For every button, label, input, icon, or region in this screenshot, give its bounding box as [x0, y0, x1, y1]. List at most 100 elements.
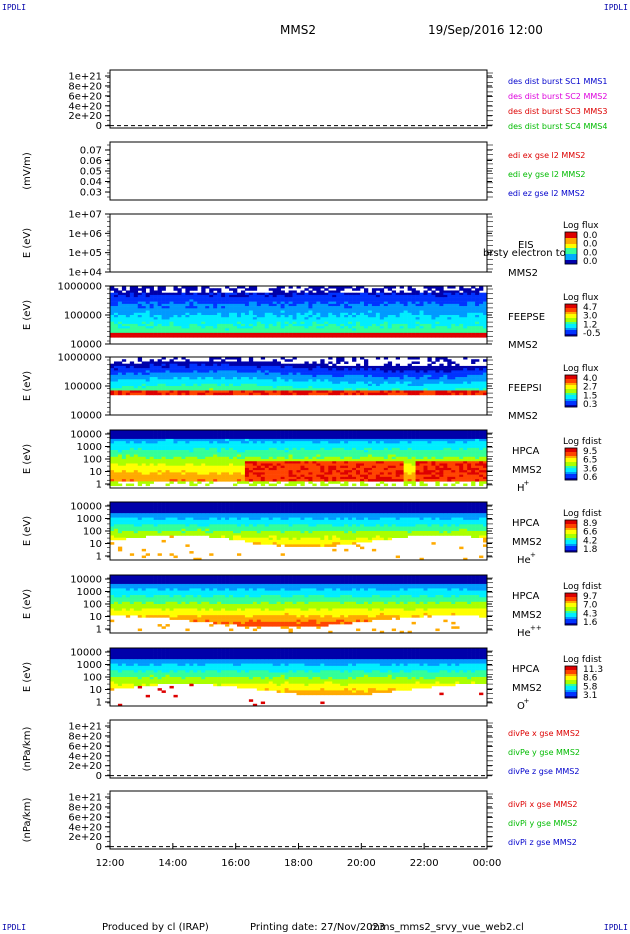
spectrogram-cell [129, 292, 135, 296]
spectrogram-cell [475, 312, 480, 316]
spectrogram-cell [379, 326, 385, 329]
spectrogram-cell [403, 323, 408, 327]
spectrogram-cell [133, 308, 139, 311]
spectrogram-cell [201, 365, 206, 369]
spectrogram-cell [217, 328, 222, 331]
spectrogram-cell [189, 479, 194, 482]
spectrogram-cell [435, 374, 440, 378]
spectrogram-cell [431, 315, 436, 318]
spectrogram-cell [455, 297, 460, 300]
spectrogram-cell [391, 286, 397, 289]
spectrogram-cell [268, 288, 274, 291]
spectrogram-cell [336, 335, 341, 338]
spectrogram-cell [240, 370, 246, 373]
spectrogram-cell [292, 388, 297, 391]
spectrogram-cell [479, 299, 484, 302]
spectrogram-cell [272, 288, 277, 291]
spectrogram-cell [312, 447, 317, 451]
spectrogram-cell [181, 479, 186, 482]
spectrogram-cell [189, 368, 194, 371]
spectrogram-cell [431, 308, 436, 311]
spectrogram-cell [153, 443, 158, 446]
spectrogram-cell [308, 297, 313, 300]
spectrogram-cell [256, 470, 262, 473]
spectrogram-cell [439, 286, 444, 289]
colorbar-swatch [565, 405, 577, 408]
spectrogram-cell [344, 308, 349, 311]
spectrogram-cell [209, 335, 214, 338]
spectrogram-cell [367, 294, 373, 298]
y-tick-label: 0.07 [80, 146, 102, 157]
spectrogram-cell [260, 483, 266, 487]
spectrogram-cell [308, 447, 313, 451]
spectrogram-cell [447, 286, 452, 289]
spectrogram-cell [276, 481, 281, 484]
spectrogram-cell [110, 303, 115, 307]
spectrogram-cell [467, 288, 472, 291]
spectrogram-cell [225, 377, 230, 380]
spectrogram-cell [284, 470, 289, 473]
spectrogram-cell [451, 303, 456, 307]
spectrogram-cell [157, 328, 162, 331]
spectrogram-cell [252, 483, 258, 487]
spectrogram-cell [256, 317, 262, 320]
spectrogram-cell [367, 372, 373, 376]
spectrogram-cell [110, 306, 115, 309]
spectrogram-cell [121, 379, 127, 382]
spectrogram-cell [304, 308, 309, 311]
spectrogram-cell [157, 470, 162, 473]
spectrogram-cell [479, 330, 484, 334]
spectrogram-cell [455, 332, 460, 336]
spectrogram-cell [229, 310, 234, 314]
spectrogram-cell [320, 317, 325, 320]
spectrogram-cell [169, 372, 174, 376]
spectrogram-cell [149, 365, 154, 369]
spectrogram-cell [260, 330, 266, 334]
y-axis-label: E (eV) [22, 228, 33, 258]
spectrogram-cell [371, 388, 377, 391]
spectrogram-cell [459, 306, 464, 309]
spectrogram-cell [165, 332, 170, 336]
spectrogram-cell [197, 430, 202, 433]
spectrogram-cell [201, 450, 206, 453]
spectrogram-cell [483, 326, 488, 329]
spectrogram-cell [447, 386, 452, 389]
spectrogram-cell [300, 317, 305, 320]
spectrogram-cell [252, 299, 258, 302]
spectrogram-cell [217, 450, 222, 453]
spectrogram-cell [459, 365, 464, 369]
spectrogram-cell [201, 286, 206, 289]
spectrogram-cell [233, 368, 238, 371]
spectrogram-cell [363, 288, 369, 291]
spectrogram-cell [110, 390, 115, 393]
spectrogram-cell [189, 461, 194, 464]
spectrogram-cell [125, 467, 131, 471]
spectrogram-cell [395, 377, 400, 380]
spectrogram-cell [264, 303, 270, 307]
spectrogram-cell [260, 430, 266, 433]
spectrogram-cell [320, 361, 325, 364]
spectrogram-cell [260, 383, 266, 387]
spectrogram-cell [379, 315, 385, 318]
spectrogram-cell [137, 463, 143, 466]
spectrogram-cell [471, 323, 476, 327]
spectrogram-cell [451, 330, 456, 334]
spectrogram-cell [201, 432, 206, 435]
spectrogram-cell [110, 474, 115, 478]
spectrogram-cell [217, 441, 222, 444]
spectrogram-cell [149, 328, 154, 331]
spectrogram-cell [407, 315, 412, 318]
spectrogram-cell [177, 312, 182, 316]
spectrogram-cell [113, 472, 119, 475]
spectrogram-cell [173, 286, 178, 289]
spectrogram-cell [145, 470, 150, 473]
spectrogram-cell [244, 299, 250, 302]
spectrogram-cell [121, 445, 127, 449]
spectrogram-cell [411, 379, 416, 382]
spectrogram-cell [479, 297, 484, 300]
spectrogram-cell [363, 368, 369, 371]
spectrogram-cell [244, 481, 250, 484]
spectrogram-cell [348, 315, 353, 318]
spectrogram-cell [137, 312, 143, 316]
spectrogram-cell [233, 392, 238, 396]
